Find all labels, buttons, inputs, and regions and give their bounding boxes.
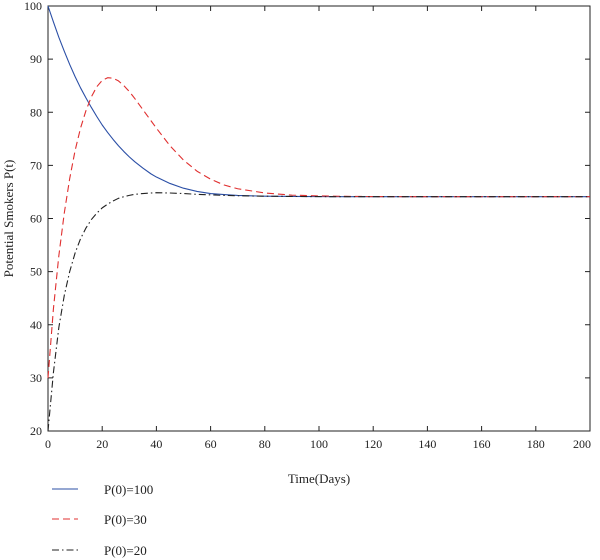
- series-lines: [47, 5, 590, 432]
- y-axis-label: Potential Smokers P(t): [1, 160, 16, 278]
- y-tick-label: 20: [30, 424, 42, 438]
- y-tick-label: 80: [30, 105, 42, 119]
- legend-label: P(0)=100: [104, 482, 153, 497]
- legend-item: P(0)=30: [52, 512, 147, 527]
- x-tick-label: 60: [205, 437, 217, 451]
- y-tick-label: 60: [30, 212, 42, 226]
- x-tick-label: 20: [96, 437, 108, 451]
- series-line: [47, 192, 590, 432]
- x-axis-label: Time(Days): [288, 471, 350, 486]
- series-line: [47, 77, 590, 378]
- y-tick-label: 70: [30, 158, 42, 172]
- axis-ticks: [47, 5, 591, 432]
- tick-labels: 0 20 40 60 80 100 120 140 160 180 2002030405060708…: [24, 0, 591, 451]
- x-tick-label: 100: [310, 437, 328, 451]
- legend-item: P(0)=20: [52, 543, 147, 558]
- x-tick-label: 0: [45, 437, 51, 451]
- x-tick-label: 160: [473, 437, 491, 451]
- x-tick-label: 80: [259, 437, 271, 451]
- series-line: [47, 5, 590, 198]
- legend: P(0)=100 P(0)=30 P(0)=20: [52, 482, 153, 558]
- y-tick-label: 30: [30, 371, 42, 385]
- y-tick-label: 100: [24, 0, 42, 13]
- y-tick-label: 40: [30, 318, 42, 332]
- legend-label: P(0)=30: [104, 512, 147, 527]
- plot-frame: [47, 5, 591, 432]
- y-tick-label: 90: [30, 52, 42, 66]
- legend-item: P(0)=100: [52, 482, 153, 497]
- legend-label: P(0)=20: [104, 543, 147, 558]
- x-tick-label: 140: [418, 437, 436, 451]
- x-tick-label: 120: [364, 437, 382, 451]
- x-tick-label: 180: [527, 437, 545, 451]
- x-tick-label: 40: [150, 437, 162, 451]
- y-tick-label: 50: [30, 265, 42, 279]
- x-tick-label: 200: [573, 437, 591, 451]
